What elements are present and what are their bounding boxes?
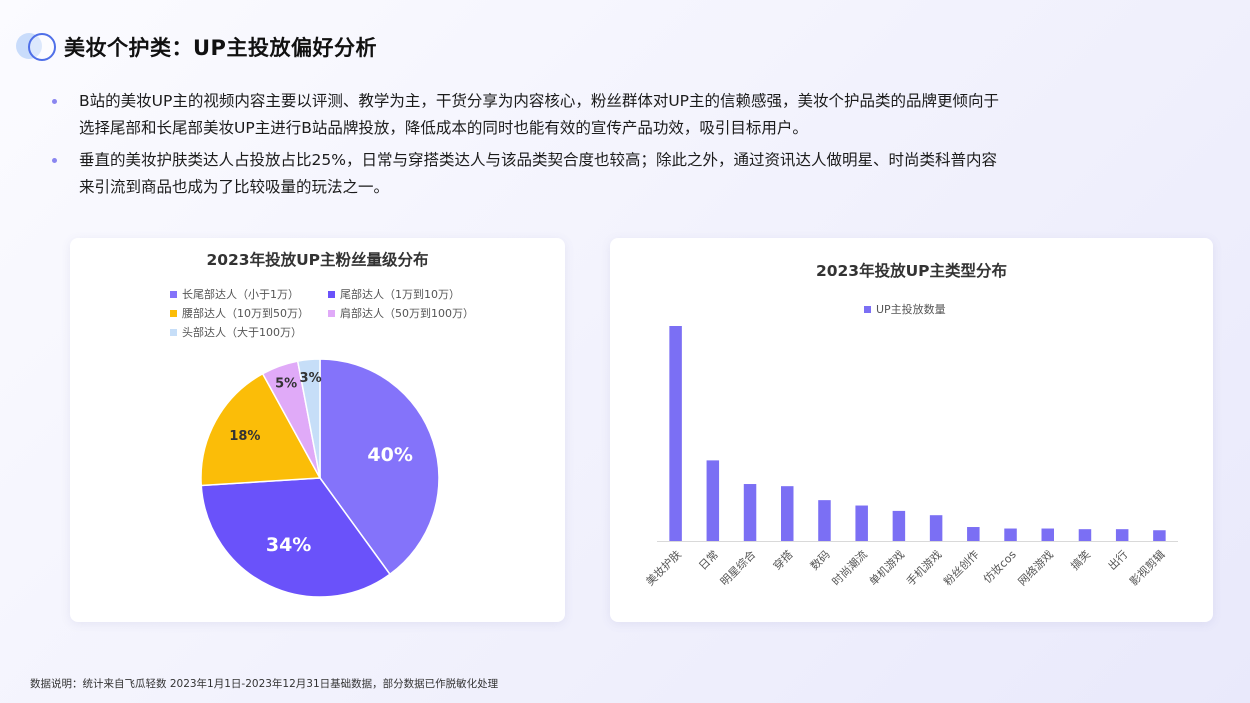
x-tick-label: 搞笑	[1068, 547, 1093, 572]
bar	[1041, 528, 1054, 541]
legend-swatch	[170, 309, 177, 317]
pie-slice	[200, 477, 391, 598]
x-tick-label: 日常	[696, 548, 721, 573]
bullet-list: B站的美妆UP主的视频内容主要以评测、教学为主，干货分享为内容核心，粉丝群体对U…	[52, 88, 1172, 206]
page-header: 美妆个护类：UP主投放偏好分析	[14, 30, 377, 64]
pie-data-label: 40%	[367, 444, 412, 466]
x-tick-label: 明星综合	[717, 547, 758, 588]
bar	[818, 500, 831, 541]
x-tick-label: 数码	[808, 548, 833, 573]
legend-swatch	[170, 290, 177, 298]
pie-legend-item: 头部达人（大于100万）	[170, 324, 302, 340]
pie-slice	[296, 358, 321, 479]
pie-legend-item: 尾部达人（1万到10万）	[328, 286, 460, 302]
pie-chart-title: 2023年投放UP主粉丝量级分布	[206, 251, 429, 269]
bullet-dot-icon	[52, 158, 57, 163]
bullet-item: B站的美妆UP主的视频内容主要以评测、教学为主，干货分享为内容核心，粉丝群体对U…	[52, 88, 1172, 142]
x-tick-label: 仿妆cos	[981, 548, 1019, 586]
pie-legend-label: 腰部达人（10万到50万）	[182, 307, 309, 320]
x-tick-label: 网络游戏	[1015, 547, 1056, 588]
bar	[1004, 528, 1017, 541]
pie-data-label: 3%	[300, 371, 322, 386]
bullet-text-line: 来引流到商品也成为了比较吸量的玩法之一。	[79, 178, 390, 196]
x-tick-label: 手机游戏	[903, 547, 944, 588]
bar-chart: 美妆护肤 日常明星综合 穿搭 数码时尚潮流单机游戏手机游戏粉丝创作 仿妆cos网络游戏搞…	[643, 326, 1178, 588]
pie-legend-label: 头部达人（大于100万）	[182, 326, 302, 339]
pie-legend-label: 肩部达人（50万到100万）	[340, 307, 474, 320]
legend-swatch	[170, 328, 177, 336]
legend-swatch	[864, 305, 871, 313]
bullet-text-line: 垂直的美妆护肤类达人占投放占比25%，日常与穿搭类达人与该品类契合度也较高；除此…	[79, 151, 997, 169]
bullet-item: 垂直的美妆护肤类达人占投放占比25%，日常与穿搭类达人与该品类契合度也较高；除此…	[52, 147, 1172, 201]
page-title: 美妆个护类：UP主投放偏好分析	[64, 36, 377, 60]
bar-chart-card: 2023年投放UP主类型分布 UP主投放数量 美妆护肤 日常 明星综合 穿搭 数码 时尚潮…	[610, 238, 1213, 622]
bar	[669, 326, 682, 541]
bar	[855, 505, 868, 541]
bar-legend-item: UP主投放数量	[864, 301, 946, 317]
pie-chart: 40% 34% 18% 5% 3%	[200, 358, 440, 598]
legend-swatch	[328, 290, 335, 298]
bar	[892, 510, 906, 541]
pie-legend-item: 长尾部达人（小于1万）	[170, 286, 299, 302]
legend-swatch	[328, 309, 335, 317]
x-tick-label: 时尚潮流	[829, 547, 870, 588]
bar	[1078, 529, 1092, 541]
pie-slice	[200, 372, 322, 487]
pie-data-label: 18%	[229, 429, 260, 444]
pie-data-label: 34%	[266, 534, 311, 556]
bar	[967, 527, 980, 541]
pie-chart-card: 2023年投放UP主粉丝量级分布 长尾部达人（小于1万） 尾部达人（1万到10万）…	[70, 238, 565, 622]
x-tick-label: 出行	[1105, 547, 1130, 572]
x-tick-label: 影视剪辑	[1127, 547, 1168, 588]
bar	[706, 460, 720, 541]
pie-data-label: 5%	[275, 376, 297, 391]
pie-slice	[319, 358, 440, 576]
logo-icon	[14, 30, 60, 64]
bar	[929, 515, 943, 541]
x-tick-label: 粉丝创作	[941, 548, 981, 588]
pie-legend-label: 长尾部达人（小于1万）	[182, 288, 299, 301]
bullet-text-line: B站的美妆UP主的视频内容主要以评测、教学为主，干货分享为内容核心，粉丝群体对U…	[79, 92, 1000, 110]
bullet-dot-icon	[52, 99, 57, 104]
x-tick-label: 穿搭	[770, 547, 795, 572]
x-tick-label: 美妆护肤	[643, 547, 684, 588]
data-footnote: 数据说明：统计来自飞瓜轻数 2023年1月1日-2023年12月31日基础数据，…	[30, 678, 499, 690]
bar	[1115, 529, 1129, 541]
pie-legend-item: 腰部达人（10万到50万）	[170, 305, 309, 321]
x-tick-label: 单机游戏	[866, 547, 907, 588]
pie-legend-item: 肩部达人（50万到100万）	[328, 305, 474, 321]
bullet-text-line: 选择尾部和长尾部美妆UP主进行B站品牌投放，降低成本的同时也能有效的宣传产品功效…	[79, 119, 808, 137]
bar	[1153, 530, 1166, 541]
bar-chart-title: 2023年投放UP主类型分布	[815, 262, 1008, 280]
pie-legend-label: 尾部达人（1万到10万）	[340, 288, 460, 301]
bar-legend-label: UP主投放数量	[876, 303, 946, 316]
bar	[781, 486, 794, 541]
bar	[743, 484, 757, 541]
